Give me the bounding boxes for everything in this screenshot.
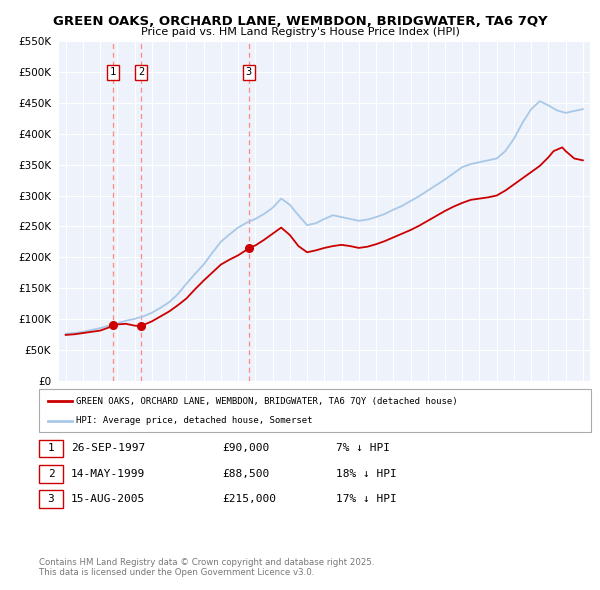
Text: £215,000: £215,000 [222,494,276,504]
Text: 3: 3 [47,494,55,504]
Text: 14-MAY-1999: 14-MAY-1999 [71,469,145,478]
Text: £90,000: £90,000 [222,444,269,453]
Text: 26-SEP-1997: 26-SEP-1997 [71,444,145,453]
Text: 1: 1 [47,444,55,453]
Text: 3: 3 [245,67,252,77]
Text: 15-AUG-2005: 15-AUG-2005 [71,494,145,504]
Text: 1: 1 [110,67,116,77]
Text: £88,500: £88,500 [222,469,269,478]
Text: GREEN OAKS, ORCHARD LANE, WEMBDON, BRIDGWATER, TA6 7QY: GREEN OAKS, ORCHARD LANE, WEMBDON, BRIDG… [53,15,547,28]
Text: 17% ↓ HPI: 17% ↓ HPI [336,494,397,504]
Text: 18% ↓ HPI: 18% ↓ HPI [336,469,397,478]
Text: GREEN OAKS, ORCHARD LANE, WEMBDON, BRIDGWATER, TA6 7QY (detached house): GREEN OAKS, ORCHARD LANE, WEMBDON, BRIDG… [76,397,458,406]
Text: 2: 2 [47,469,55,478]
Text: 7% ↓ HPI: 7% ↓ HPI [336,444,390,453]
Text: Contains HM Land Registry data © Crown copyright and database right 2025.
This d: Contains HM Land Registry data © Crown c… [39,558,374,577]
Text: Price paid vs. HM Land Registry's House Price Index (HPI): Price paid vs. HM Land Registry's House … [140,27,460,37]
Text: HPI: Average price, detached house, Somerset: HPI: Average price, detached house, Some… [76,417,313,425]
Text: 2: 2 [138,67,144,77]
